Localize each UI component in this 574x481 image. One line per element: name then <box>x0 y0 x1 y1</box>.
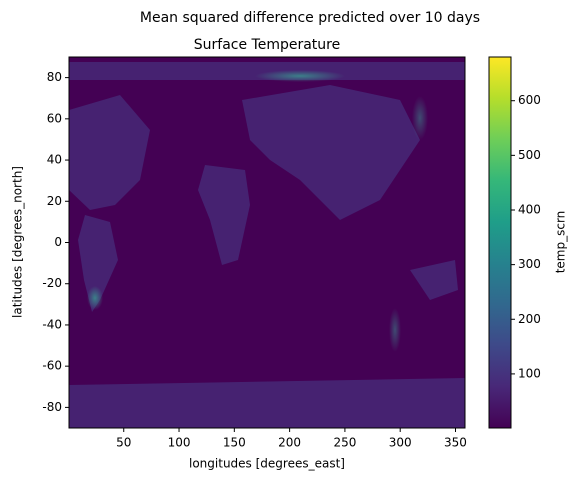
colorbar-tick-label: 600 <box>518 93 541 107</box>
colorbar <box>488 56 512 429</box>
y-axis-label: latitudes [degrees_north] <box>11 166 25 318</box>
y-tick-label: 60 <box>47 111 62 125</box>
y-tick-label: 0 <box>54 235 62 249</box>
y-tick-label: 40 <box>47 153 62 167</box>
x-axis-label: longitudes [degrees_east] <box>189 457 345 471</box>
x-tick-label: 300 <box>389 436 412 450</box>
colorbar-tick-label: 200 <box>518 312 541 326</box>
map-field <box>69 57 465 428</box>
colorbar-tick-label: 100 <box>518 366 541 380</box>
y-tick-label: 20 <box>47 194 62 208</box>
colorbar-tick-label: 300 <box>518 257 541 271</box>
y-tick-label: 80 <box>47 70 62 84</box>
x-tick-label: 150 <box>223 436 246 450</box>
y-tick-label: -20 <box>42 276 62 290</box>
chart-title: Mean squared difference predicted over 1… <box>140 10 480 26</box>
colorbar-tick-label: 500 <box>518 148 541 162</box>
y-tick-label: -80 <box>42 400 62 414</box>
colorbar-label: temp_scrn <box>554 211 568 274</box>
x-tick-label: 50 <box>116 436 131 450</box>
y-tick-label: -40 <box>42 317 62 331</box>
x-tick-label: 100 <box>168 436 191 450</box>
x-tick-label: 250 <box>333 436 356 450</box>
x-tick-label: 200 <box>278 436 301 450</box>
x-tick-label: 350 <box>444 436 467 450</box>
chart-subtitle: Surface Temperature <box>194 37 340 53</box>
colorbar-tick-label: 400 <box>518 202 541 216</box>
y-tick-label: -60 <box>42 359 62 373</box>
